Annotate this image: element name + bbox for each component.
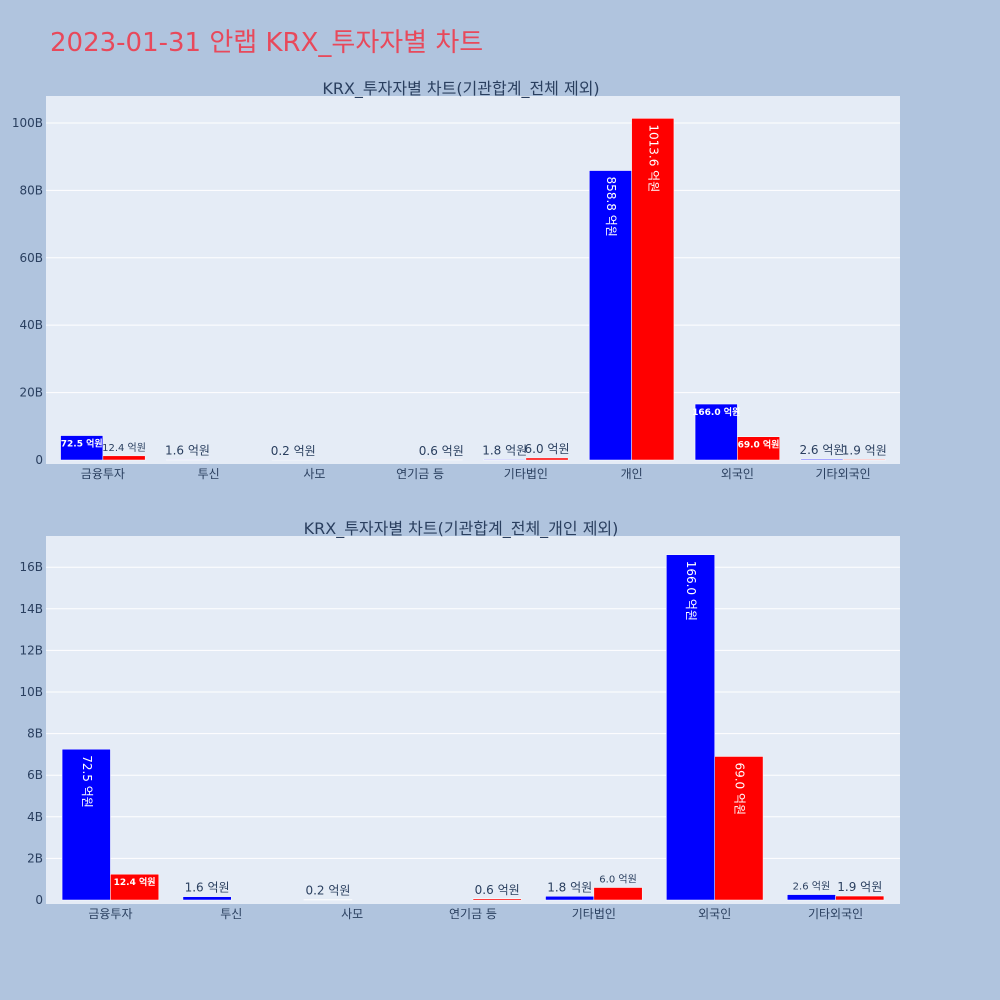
bar[interactable] <box>694 403 738 461</box>
data-label: 0.2 억원 <box>271 444 316 458</box>
data-label: 2.6 억원 <box>799 443 844 457</box>
bar[interactable] <box>483 459 527 461</box>
x-tick-label: 기타외국인 <box>816 467 871 481</box>
data-label: 0.6 억원 <box>419 444 464 458</box>
y-tick-label: 80B <box>19 183 43 197</box>
data-label: 2.6 억원 <box>793 881 830 893</box>
bar[interactable] <box>110 873 160 901</box>
bar[interactable] <box>102 455 146 461</box>
chart-2: 0 2B 4B 6B 8B 10B 12B 14B 16B KRX_투자자별 차트(기관합계_전체… <box>19 519 900 921</box>
x-tick-label: 투신 <box>220 907 242 921</box>
data-label: 166.0 억원 <box>684 561 698 621</box>
data-label: 69.0 억원 <box>732 762 746 815</box>
x-tick-label: 사모 <box>341 907 363 921</box>
plot-area <box>46 96 900 464</box>
bar[interactable] <box>786 894 836 901</box>
y-tick-label: 2B <box>27 851 43 865</box>
y-tick-label: 10B <box>19 685 43 699</box>
bar[interactable] <box>60 435 104 461</box>
plot-area <box>46 536 900 904</box>
chart-title: KRX_투자자별 차트(기관합계_전체 제외) <box>322 79 599 99</box>
data-label: 6.0 억원 <box>599 874 636 886</box>
x-tick-label: 기타법인 <box>572 907 616 921</box>
data-label: 1013.6 억원 <box>646 124 660 192</box>
data-label: 1.6 억원 <box>165 443 210 457</box>
y-tick-label: 60B <box>19 251 43 265</box>
x-tick-label: 개인 <box>621 467 643 481</box>
x-tick-label: 연기금 등 <box>396 467 444 481</box>
y-tick-label: 0 <box>35 893 43 907</box>
x-tick-label: 기타외국인 <box>808 907 863 921</box>
x-tick-label: 연기금 등 <box>449 907 497 921</box>
y-tick-label: 20B <box>19 386 43 400</box>
bar[interactable] <box>593 887 643 901</box>
data-label: 1.9 억원 <box>837 880 882 894</box>
data-label: 69.0 억원 <box>738 439 780 451</box>
y-tick-label: 6B <box>27 768 43 782</box>
x-tick-label: 사모 <box>303 467 325 481</box>
bar[interactable] <box>525 457 569 461</box>
y-tick-label: 12B <box>19 643 43 657</box>
data-label: 0.2 억원 <box>305 884 350 898</box>
page-title: 2023-01-31 안랩 KRX_투자자별 차트 <box>50 28 484 58</box>
data-label: 72.5 억원 <box>61 438 103 450</box>
bar[interactable] <box>182 896 232 901</box>
y-tick-label: 14B <box>19 602 43 616</box>
bar[interactable] <box>842 459 886 461</box>
data-label: 1.9 억원 <box>842 443 887 457</box>
chart-title: KRX_투자자별 차트(기관합계_전체_개인 제외) <box>304 519 619 539</box>
x-tick-label: 기타법인 <box>504 467 548 481</box>
x-tick-label: 외국인 <box>698 907 731 921</box>
bar[interactable] <box>714 756 764 901</box>
x-tick-label: 금융투자 <box>81 467 125 481</box>
data-label: 1.8 억원 <box>547 880 592 894</box>
bar[interactable] <box>61 748 111 901</box>
y-tick-label: 100B <box>12 116 43 130</box>
x-tick-label: 금융투자 <box>88 907 132 921</box>
y-tick-label: 16B <box>19 560 43 574</box>
bar[interactable] <box>631 118 675 461</box>
data-label: 858.8 억원 <box>604 177 618 237</box>
data-label: 1.6 억원 <box>185 881 230 895</box>
bar[interactable] <box>835 895 885 901</box>
bar[interactable] <box>666 554 715 901</box>
y-tick-label: 8B <box>27 727 43 741</box>
y-tick-label: 40B <box>19 318 43 332</box>
data-label: 12.4 억원 <box>102 442 146 454</box>
data-label: 166.0 억원 <box>692 406 740 418</box>
bar[interactable] <box>166 459 209 461</box>
data-label: 72.5 억원 <box>80 755 94 808</box>
data-label: 1.8 억원 <box>482 443 527 457</box>
bar[interactable] <box>545 896 595 901</box>
bar[interactable] <box>472 898 522 901</box>
y-tick-label: 4B <box>27 810 43 824</box>
bar[interactable] <box>800 458 844 461</box>
data-label: 6.0 억원 <box>525 442 570 456</box>
bar[interactable] <box>589 170 632 461</box>
data-label: 0.6 억원 <box>475 883 520 897</box>
data-label: 12.4 억원 <box>114 876 156 888</box>
bar[interactable] <box>737 436 780 461</box>
x-tick-label: 투신 <box>198 467 220 481</box>
x-tick-label: 외국인 <box>721 467 754 481</box>
y-tick-label: 0 <box>35 453 43 467</box>
chart-1: 0 20B 40B 60B 80B 100B KRX_투자자별 차트(기관합계_전체 제외)… <box>12 79 900 481</box>
